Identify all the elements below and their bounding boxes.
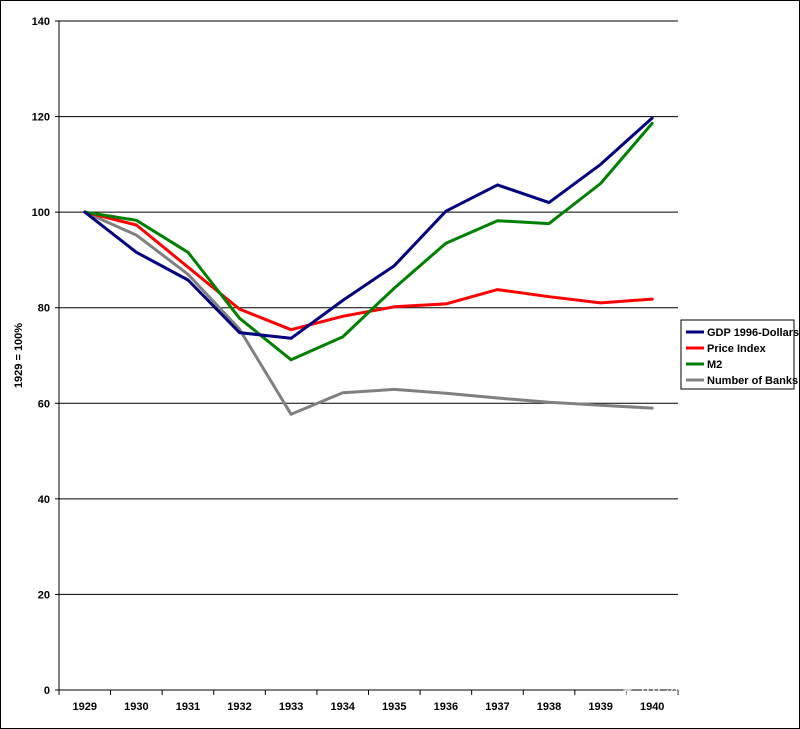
plot-area: 0 20 40 60 80 100 120 140 1929 1930 1931 1932 1933 19… [13, 16, 679, 713]
watermark: ❁ BTC深入浅出 [622, 686, 718, 701]
legend: GDP 1996-Dollars Price Index M2 Number of B… [680, 319, 799, 390]
series-line [83, 121, 654, 362]
y-tick-label: 100 [32, 207, 50, 219]
plot-background [59, 21, 678, 690]
x-tick-label: 1929 [73, 701, 97, 713]
x-tick-label: 1938 [537, 701, 561, 713]
legend-label: Price Index [707, 343, 767, 355]
y-tick-label: 120 [32, 112, 50, 124]
x-tick-label: 1935 [382, 701, 406, 713]
x-tick-label: 1939 [588, 701, 612, 713]
legend-label: Number of Banks [707, 375, 798, 387]
x-tick-label: 1930 [124, 701, 148, 713]
y-tick-label: 40 [38, 494, 50, 506]
legend-label: GDP 1996-Dollars [707, 327, 799, 339]
x-tick-label: 1931 [176, 701, 200, 713]
series-line [83, 116, 654, 340]
y-tick-label: 140 [32, 16, 50, 28]
x-tick-label: 1932 [227, 701, 251, 713]
y-tick-label: 60 [38, 398, 50, 410]
watermark-icon: ❁ [622, 686, 633, 701]
y-tick-label: 80 [38, 303, 50, 315]
y-tick-label: 20 [38, 589, 50, 601]
x-tick-label: 1936 [434, 701, 458, 713]
x-tick-label: 1933 [279, 701, 303, 713]
y-axis-label: 1929 = 100% [13, 323, 25, 388]
series-line [83, 210, 654, 416]
legend-label: M2 [707, 359, 722, 371]
x-tick-label: 1937 [485, 701, 509, 713]
y-tick-label: 0 [44, 685, 50, 697]
watermark-text: BTC深入浅出 [641, 686, 718, 701]
x-tick-label: 1940 [640, 701, 664, 713]
x-tick-label: 1934 [330, 701, 355, 713]
